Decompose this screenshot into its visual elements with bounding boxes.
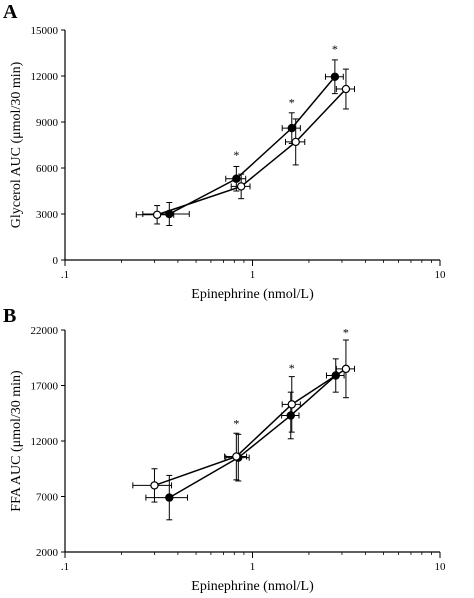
panel-letter-a: A xyxy=(3,1,18,23)
y-tick-label: 6000 xyxy=(36,163,59,175)
data-point-open xyxy=(287,400,296,409)
data-point-open xyxy=(341,84,351,94)
significance-marker: * xyxy=(233,417,239,431)
y-tick-label: 22000 xyxy=(31,325,59,337)
panel-b: B 2000 7000 12000 17000 22000 .1 1 10 Epinephrin… xyxy=(3,305,446,594)
series-line xyxy=(156,88,347,216)
y-tick-label: 12000 xyxy=(31,71,59,83)
y-tick-label: 15000 xyxy=(31,25,59,37)
y-tick-label: 0 xyxy=(53,255,59,267)
significance-marker: * xyxy=(233,148,239,162)
x-tick-label: .1 xyxy=(61,561,69,573)
y-tick-label: 3000 xyxy=(36,209,59,221)
y-tick-label: 12000 xyxy=(31,436,59,448)
series-line xyxy=(168,76,336,215)
x-tick-label: 10 xyxy=(435,561,447,573)
significance-marker: * xyxy=(289,96,295,110)
data-point-open xyxy=(341,364,351,374)
data-point-open xyxy=(232,452,241,461)
x-axis-label: Epinephrine (nmol/L) xyxy=(191,287,314,302)
panel-a: A 0 3000 6000 9000 12000 15000 .1 1 10 Epinephrin… xyxy=(3,1,446,302)
data-point-filled xyxy=(287,123,296,133)
y-axis-label: Glycerol AUC (μmol/30 min) xyxy=(9,61,24,228)
x-axis-label: Epinephrine (nmol/L) xyxy=(191,579,314,594)
x-tick-label: .1 xyxy=(61,269,69,281)
panel-letter-b: B xyxy=(3,305,16,327)
y-tick-label: 17000 xyxy=(31,381,59,393)
y-axis-label: FFA AUC (μmol/30 min) xyxy=(9,370,24,512)
data-point-filled xyxy=(232,174,241,183)
data-point-filled xyxy=(286,411,295,420)
x-tick-label: 10 xyxy=(435,269,447,281)
y-tick-label: 9000 xyxy=(36,117,59,129)
data-point-filled xyxy=(330,72,340,81)
significance-marker: * xyxy=(343,326,349,340)
y-tick-label: 2000 xyxy=(36,547,59,559)
data-point-filled xyxy=(165,493,174,502)
data-point-open xyxy=(291,137,300,147)
x-tick-label: 1 xyxy=(250,269,256,281)
series-line xyxy=(154,368,347,487)
data-point-open xyxy=(150,481,159,490)
data-point-open xyxy=(236,182,246,191)
y-tick-label: 7000 xyxy=(36,492,59,504)
significance-marker: * xyxy=(289,361,295,375)
x-tick-label: 1 xyxy=(250,561,256,573)
series-line xyxy=(168,374,337,499)
data-point-open xyxy=(152,210,162,219)
significance-marker: * xyxy=(332,42,338,56)
